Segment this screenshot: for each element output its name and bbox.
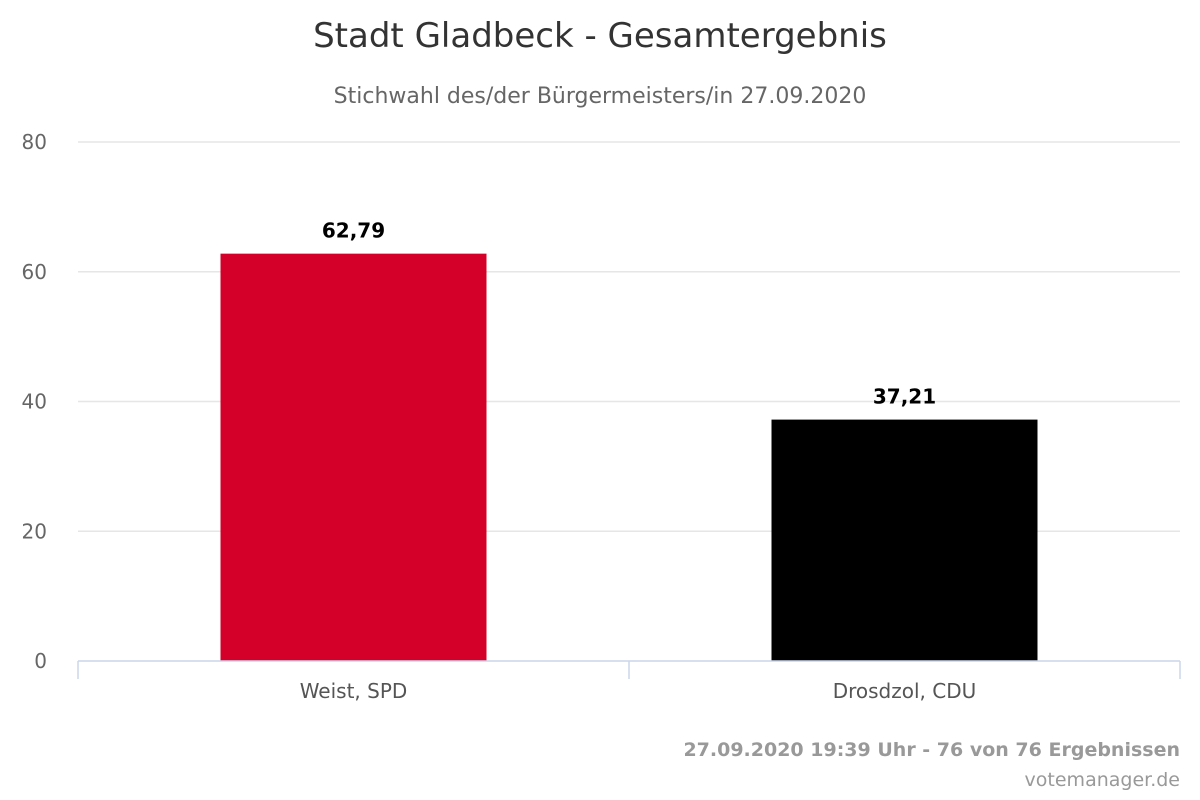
y-tick-label: 0 [34, 649, 47, 673]
bars: 62,79 37,21 [220, 219, 1038, 661]
y-tick-label: 40 [22, 390, 47, 414]
y-tick-label: 20 [22, 519, 47, 543]
bar[interactable] [771, 419, 1038, 661]
chart-title: Stadt Gladbeck - Gesamtergebnis [313, 16, 887, 56]
y-tick-label: 80 [22, 130, 47, 154]
x-axis: Weist, SPD Drosdzol, CDU [77, 660, 1181, 703]
y-tick-label: 60 [22, 260, 47, 284]
x-tick-label: Drosdzol, CDU [833, 679, 977, 703]
results-status-credit: 27.09.2020 19:39 Uhr - 76 von 76 Ergebni… [683, 739, 1180, 761]
x-tick-label: Weist, SPD [300, 679, 408, 703]
chart-subtitle: Stichwahl des/der Bürgermeisters/in 27.0… [334, 84, 867, 109]
source-credit[interactable]: votemanager.de [1025, 769, 1180, 791]
data-label: 37,21 [873, 385, 936, 409]
data-label: 62,79 [322, 219, 385, 243]
bar[interactable] [220, 253, 487, 661]
